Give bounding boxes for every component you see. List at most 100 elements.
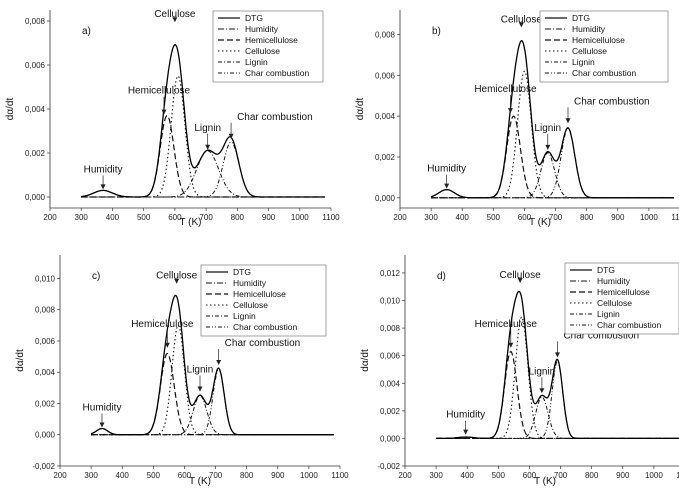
annotation-cellulose: Cellulose [156, 271, 198, 282]
panel-d: 200 300 400 500 600 700 800 900 1000 1100 -0,002 0,… [360, 255, 679, 487]
legend-box [564, 262, 679, 335]
x-tick-label: 400 [461, 471, 475, 480]
annotation-hemicellulose: Hemicellulose [475, 319, 538, 330]
series-dtg [430, 40, 674, 199]
annotation-hemicellulose: Hemicellulose [474, 84, 537, 95]
annotation-arrowhead [554, 352, 560, 358]
annotation-lignin: Lignin [529, 366, 556, 377]
annotation-char-combustion: Char combustion [225, 338, 301, 349]
annotation-cellulose: Cellulose [500, 270, 542, 281]
x-axis-label: T (K) [529, 217, 551, 228]
legend-label-char-combustion: Char combustion [245, 68, 310, 78]
annotation-arrowhead [228, 133, 234, 139]
legend-box [539, 10, 669, 83]
x-tick-label: 800 [580, 213, 594, 222]
annotation-arrowhead [508, 342, 514, 348]
x-tick-label: 600 [518, 213, 532, 222]
x-tick-label: 500 [137, 213, 151, 222]
x-tick-label: 400 [116, 471, 130, 480]
legend-label-dtg: DTG [233, 267, 251, 277]
x-tick-label: 300 [84, 471, 98, 480]
annotation-arrowhead [161, 109, 167, 115]
y-tick-label: 0,002 [375, 153, 396, 162]
annotation-humidity: Humidity [83, 402, 122, 413]
annotation-arrowhead [197, 386, 203, 392]
x-tick-label: 700 [554, 471, 568, 480]
annotation-humidity: Humidity [446, 410, 485, 421]
y-axis-label: dα/dt [360, 349, 371, 372]
series-dtg [81, 44, 325, 198]
x-tick-label: 400 [456, 213, 470, 222]
series-cellulose [431, 70, 674, 199]
y-tick-label: 0,008 [380, 324, 401, 333]
legend-label-dtg: DTG [597, 265, 615, 275]
series-dtg [90, 294, 334, 436]
series-char-combustion [91, 368, 334, 436]
annotation-lignin: Lignin [194, 123, 221, 134]
annotation-arrowhead [174, 278, 180, 284]
y-tick-label: 0,006 [375, 71, 396, 80]
legend-label-lignin: Lignin [597, 309, 620, 319]
series-humidity [90, 428, 334, 436]
x-tick-label: 600 [168, 213, 182, 222]
x-tick-label: 400 [106, 213, 120, 222]
x-tick-label: 1100 [322, 213, 340, 222]
y-tick-label: 0,004 [25, 105, 46, 114]
legend-label-cellulose: Cellulose [245, 46, 280, 56]
x-tick-label: 1100 [331, 471, 349, 480]
x-tick-label: 800 [585, 471, 599, 480]
x-tick-label: 900 [262, 213, 276, 222]
legend-label-char-combustion: Char combustion [233, 322, 298, 332]
y-tick-label: 0,012 [380, 269, 401, 278]
x-tick-label: 200 [43, 213, 57, 222]
annotation-arrowhead [507, 108, 513, 114]
y-tick-label: 0,010 [35, 274, 56, 283]
legend-box [212, 10, 324, 83]
y-tick-label: 0,006 [35, 337, 56, 346]
panel-a: 200 300 400 500 600 700 800 900 1000 1100 0,000 0,0… [5, 9, 340, 228]
y-tick-label: 0,000 [380, 434, 401, 443]
legend-label-hemicellulose: Hemicellulose [597, 287, 650, 297]
y-tick-label: 0,002 [25, 149, 46, 158]
legend-box [200, 264, 327, 337]
y-axis-label: dα/dt [355, 98, 366, 121]
legend-label-hemicellulose: Hemicellulose [233, 289, 286, 299]
x-tick-label: 500 [492, 471, 506, 480]
x-tick-label: 500 [147, 471, 161, 480]
legend-label-humidity: Humidity [245, 24, 279, 34]
annotation-humidity: Humidity [84, 164, 123, 175]
annotation-char-combustion: Char combustion [574, 96, 650, 107]
panel-label: a) [82, 26, 91, 37]
x-tick-label: 1000 [300, 471, 318, 480]
x-tick-label: 200 [53, 471, 67, 480]
legend-label-humidity: Humidity [597, 276, 631, 286]
x-tick-label: 200 [393, 213, 407, 222]
annotation-lignin: Lignin [187, 365, 214, 376]
legend-label-hemicellulose: Hemicellulose [245, 35, 298, 45]
legend-label-char-combustion: Char combustion [597, 320, 662, 330]
series-humidity [81, 189, 325, 198]
x-tick-label: 1000 [645, 471, 663, 480]
series-lignin [431, 152, 674, 199]
x-tick-label: 900 [271, 471, 285, 480]
panel-label: d) [437, 271, 446, 282]
y-axis-label: dα/dt [5, 98, 16, 121]
series-cellulose [81, 75, 325, 198]
panel-label: c) [92, 271, 100, 282]
x-tick-label: 800 [231, 213, 245, 222]
y-tick-label: 0,010 [380, 297, 401, 306]
series-humidity [430, 189, 674, 199]
x-tick-label: 1000 [640, 213, 658, 222]
x-tick-label: 700 [209, 471, 223, 480]
legend-label-cellulose: Cellulose [572, 46, 607, 56]
y-tick-label: -0,002 [32, 462, 55, 471]
legend-label-char-combustion: Char combustion [572, 68, 637, 78]
x-tick-label: 1000 [291, 213, 309, 222]
annotation-cellulose: Cellulose [154, 9, 196, 20]
annotation-arrowhead [545, 144, 551, 150]
legend-label-cellulose: Cellulose [597, 298, 632, 308]
series-dtg [436, 290, 679, 440]
x-tick-label: 300 [75, 213, 89, 222]
legend-label-humidity: Humidity [233, 278, 267, 288]
y-tick-label: 0,008 [35, 306, 56, 315]
